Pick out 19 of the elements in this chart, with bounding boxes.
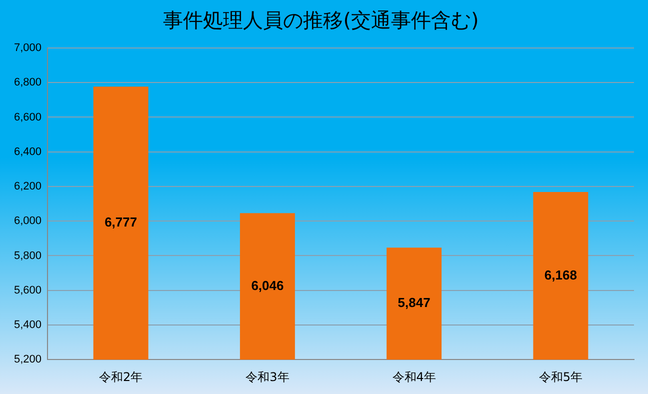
chart-title: 事件処理人員の推移(交通事件含む) [163, 8, 479, 32]
y-tick-label: 5,400 [14, 319, 42, 332]
x-tick-label: 令和4年 [392, 370, 436, 384]
y-tick-label: 6,000 [14, 215, 42, 228]
y-tick-label: 5,200 [14, 354, 42, 366]
data-label: 6,777 [104, 214, 138, 230]
data-label: 6,168 [544, 267, 577, 282]
y-tick-label: 7,000 [14, 42, 42, 54]
y-tick-label: 6,200 [14, 180, 42, 193]
y-tick-label: 6,400 [14, 146, 42, 158]
data-label: 6,046 [251, 278, 284, 293]
x-tick-label: 令和3年 [246, 370, 290, 384]
y-tick-label: 5,600 [14, 284, 42, 296]
x-tick-label: 令和2年 [99, 370, 143, 384]
y-tick-label: 6,600 [14, 111, 42, 124]
data-label: 5,847 [398, 295, 430, 310]
x-tick-label: 令和5年 [538, 370, 583, 384]
y-tick-label: 5,800 [14, 250, 42, 262]
y-tick-label: 6,800 [14, 76, 42, 89]
